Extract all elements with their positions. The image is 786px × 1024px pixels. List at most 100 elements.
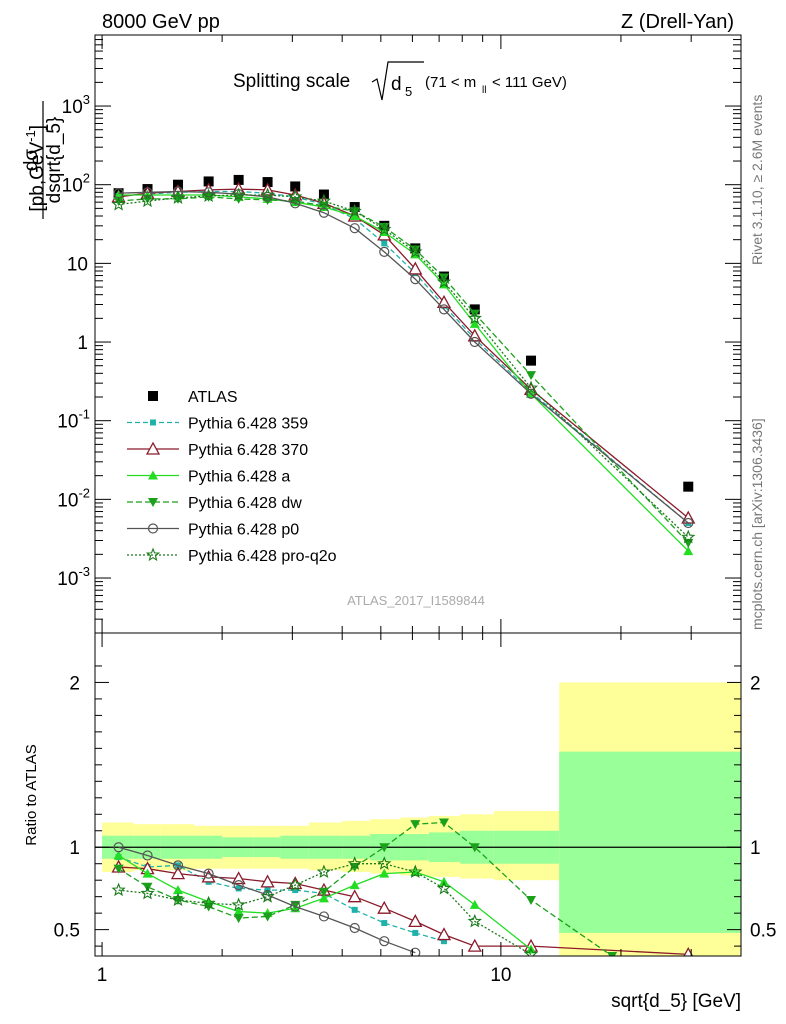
ylabel-num: dσ xyxy=(21,149,42,172)
main-point-0-8 xyxy=(349,202,360,213)
main-point-4-13 xyxy=(526,371,537,381)
main-point-3-12 xyxy=(469,318,480,328)
ratio-point-1-12 xyxy=(467,938,482,952)
xtick-label-1: 10 xyxy=(490,965,511,986)
main-point-6-10 xyxy=(408,244,423,258)
title-range-post: < 111 GeV) xyxy=(492,74,567,91)
main-point-6-0 xyxy=(111,196,126,211)
main-point-1-9 xyxy=(381,240,388,247)
ratio-point-0-6 xyxy=(292,887,299,894)
main-y-unit: [pb,GeV-1] xyxy=(23,125,48,212)
ratio-point-0-9 xyxy=(381,920,388,927)
ratio-point-4-7 xyxy=(318,911,330,922)
ratio-series-3 xyxy=(113,818,618,956)
main-point-0-13 xyxy=(526,355,537,366)
ratio-point-5-3 xyxy=(201,895,216,910)
ratio-point-4-3 xyxy=(203,868,214,879)
main-point-0-6 xyxy=(290,181,301,192)
ratio-line-4 xyxy=(118,846,416,954)
legend-label-4: Pythia 6.428 dw xyxy=(188,495,302,512)
main-point-2-10 xyxy=(408,261,423,275)
main-point-6-1 xyxy=(140,193,155,208)
main-point-5-11 xyxy=(438,304,450,315)
title-range-pre: (71 < m xyxy=(425,74,476,91)
ratio-point-2-1 xyxy=(142,868,153,878)
legend: ATLAS Pythia 6.428 359 Pythia 6.428 370 Pyt… xyxy=(127,389,337,565)
main-point-0-4 xyxy=(233,174,244,185)
ratio-point-3-11 xyxy=(438,818,449,828)
main-point-4-12 xyxy=(469,309,480,319)
ylabel-unit-end: ] xyxy=(27,125,48,130)
main-ytick-label-0: 10-3 xyxy=(57,564,90,590)
legend-marker-6 xyxy=(145,547,161,562)
ratio-point-5-12 xyxy=(467,913,482,928)
ratio-ytick-label-right-0: 0.5 xyxy=(750,921,776,942)
main-y-label: dσ dsqrt{d_5} xyxy=(21,101,65,219)
legend-item-5: Pythia 6.428 p0 xyxy=(127,522,299,539)
ratio-point-0-10 xyxy=(412,929,419,936)
ratio-point-1-2 xyxy=(170,866,186,880)
ratio-point-1-4 xyxy=(231,871,246,885)
ratio-point-1-10 xyxy=(408,914,423,928)
ratio-point-3-0 xyxy=(113,864,124,874)
ratio-point-4-9 xyxy=(379,936,390,947)
ratio-point-5-2 xyxy=(170,892,186,906)
legend-marker-5 xyxy=(147,523,159,534)
main-series-5 xyxy=(113,186,694,529)
chart-title: Splitting scale d 5 (71 < m ll < 111 GeV… xyxy=(233,61,567,101)
main-point-5-10 xyxy=(410,274,421,285)
ylabel-den: dsqrt{d_5} xyxy=(44,117,65,204)
ratio-ticks xyxy=(95,633,742,956)
ratio-point-5-4 xyxy=(231,897,246,912)
rivet-label: Rivet 3.1.10, ≥ 2.6M events xyxy=(749,95,765,265)
main-point-6-7 xyxy=(316,193,332,208)
ratio-point-5-0 xyxy=(111,882,126,897)
ratio-point-5-5 xyxy=(260,889,275,903)
stat-band-14 xyxy=(559,751,741,933)
ratio-series-layer xyxy=(111,818,694,956)
ratio-ytick-label-left-0: 0.5 xyxy=(54,921,80,942)
main-point-4-2 xyxy=(172,194,183,204)
ratio-point-3-10 xyxy=(410,820,421,830)
ratio-point-1-8 xyxy=(347,889,362,903)
ratio-point-0-8 xyxy=(351,906,358,913)
ratio-point-4-8 xyxy=(349,922,360,934)
x-axis-label: sqrt{d_5} [GeV] xyxy=(611,991,741,1012)
main-point-5-5 xyxy=(262,191,273,202)
main-point-3-14 xyxy=(683,546,694,556)
legend-item-0: ATLAS xyxy=(148,389,238,406)
legend-label-2: Pythia 6.428 370 xyxy=(188,442,308,459)
main-line-5 xyxy=(118,190,689,524)
main-point-6-4 xyxy=(231,187,246,202)
main-point-5-1 xyxy=(142,187,153,198)
legend-item-3: Pythia 6.428 a xyxy=(127,469,290,486)
main-ytick-label-3: 1 xyxy=(77,333,88,354)
ratio-point-2-4 xyxy=(233,906,244,916)
legend-marker-0 xyxy=(148,391,158,401)
main-ytick-label-4: 10 xyxy=(67,254,88,275)
main-line-1 xyxy=(118,190,689,524)
ratio-point-3-12 xyxy=(469,843,480,853)
ratio-point-1-5 xyxy=(260,874,275,888)
ratio-panel: 0.5 0.5 1 1 2 2 1 10 Ratio to ATLAS sqrt{d_5} [… xyxy=(23,632,777,1012)
main-point-5-2 xyxy=(172,186,184,197)
main-frame xyxy=(94,34,742,634)
main-ytick-label-6: 103 xyxy=(62,92,90,118)
main-point-0-5 xyxy=(262,177,273,188)
legend-label-5: Pythia 6.428 p0 xyxy=(188,522,299,539)
ratio-bands xyxy=(95,682,741,956)
legend-label-3: Pythia 6.428 a xyxy=(188,469,290,486)
main-line-6 xyxy=(118,194,689,538)
main-point-6-12 xyxy=(467,310,482,325)
ratio-point-2-2 xyxy=(172,885,183,895)
main-series-6 xyxy=(111,187,696,544)
ratio-ytick-label-left-2: 2 xyxy=(69,673,80,694)
ratio-series-4 xyxy=(113,842,421,956)
mcplots-label: mcplots.cern.ch [arXiv:1306.3436] xyxy=(749,418,765,630)
ratio-point-5-9 xyxy=(377,856,392,870)
xtick-label-0: 1 xyxy=(97,965,108,986)
ratio-tick-labels: 0.5 0.5 1 1 2 2 1 10 xyxy=(54,673,777,986)
ratio-point-5-7 xyxy=(316,864,332,879)
main-point-5-8 xyxy=(349,223,360,234)
legend-item-4: Pythia 6.428 dw xyxy=(127,495,302,512)
